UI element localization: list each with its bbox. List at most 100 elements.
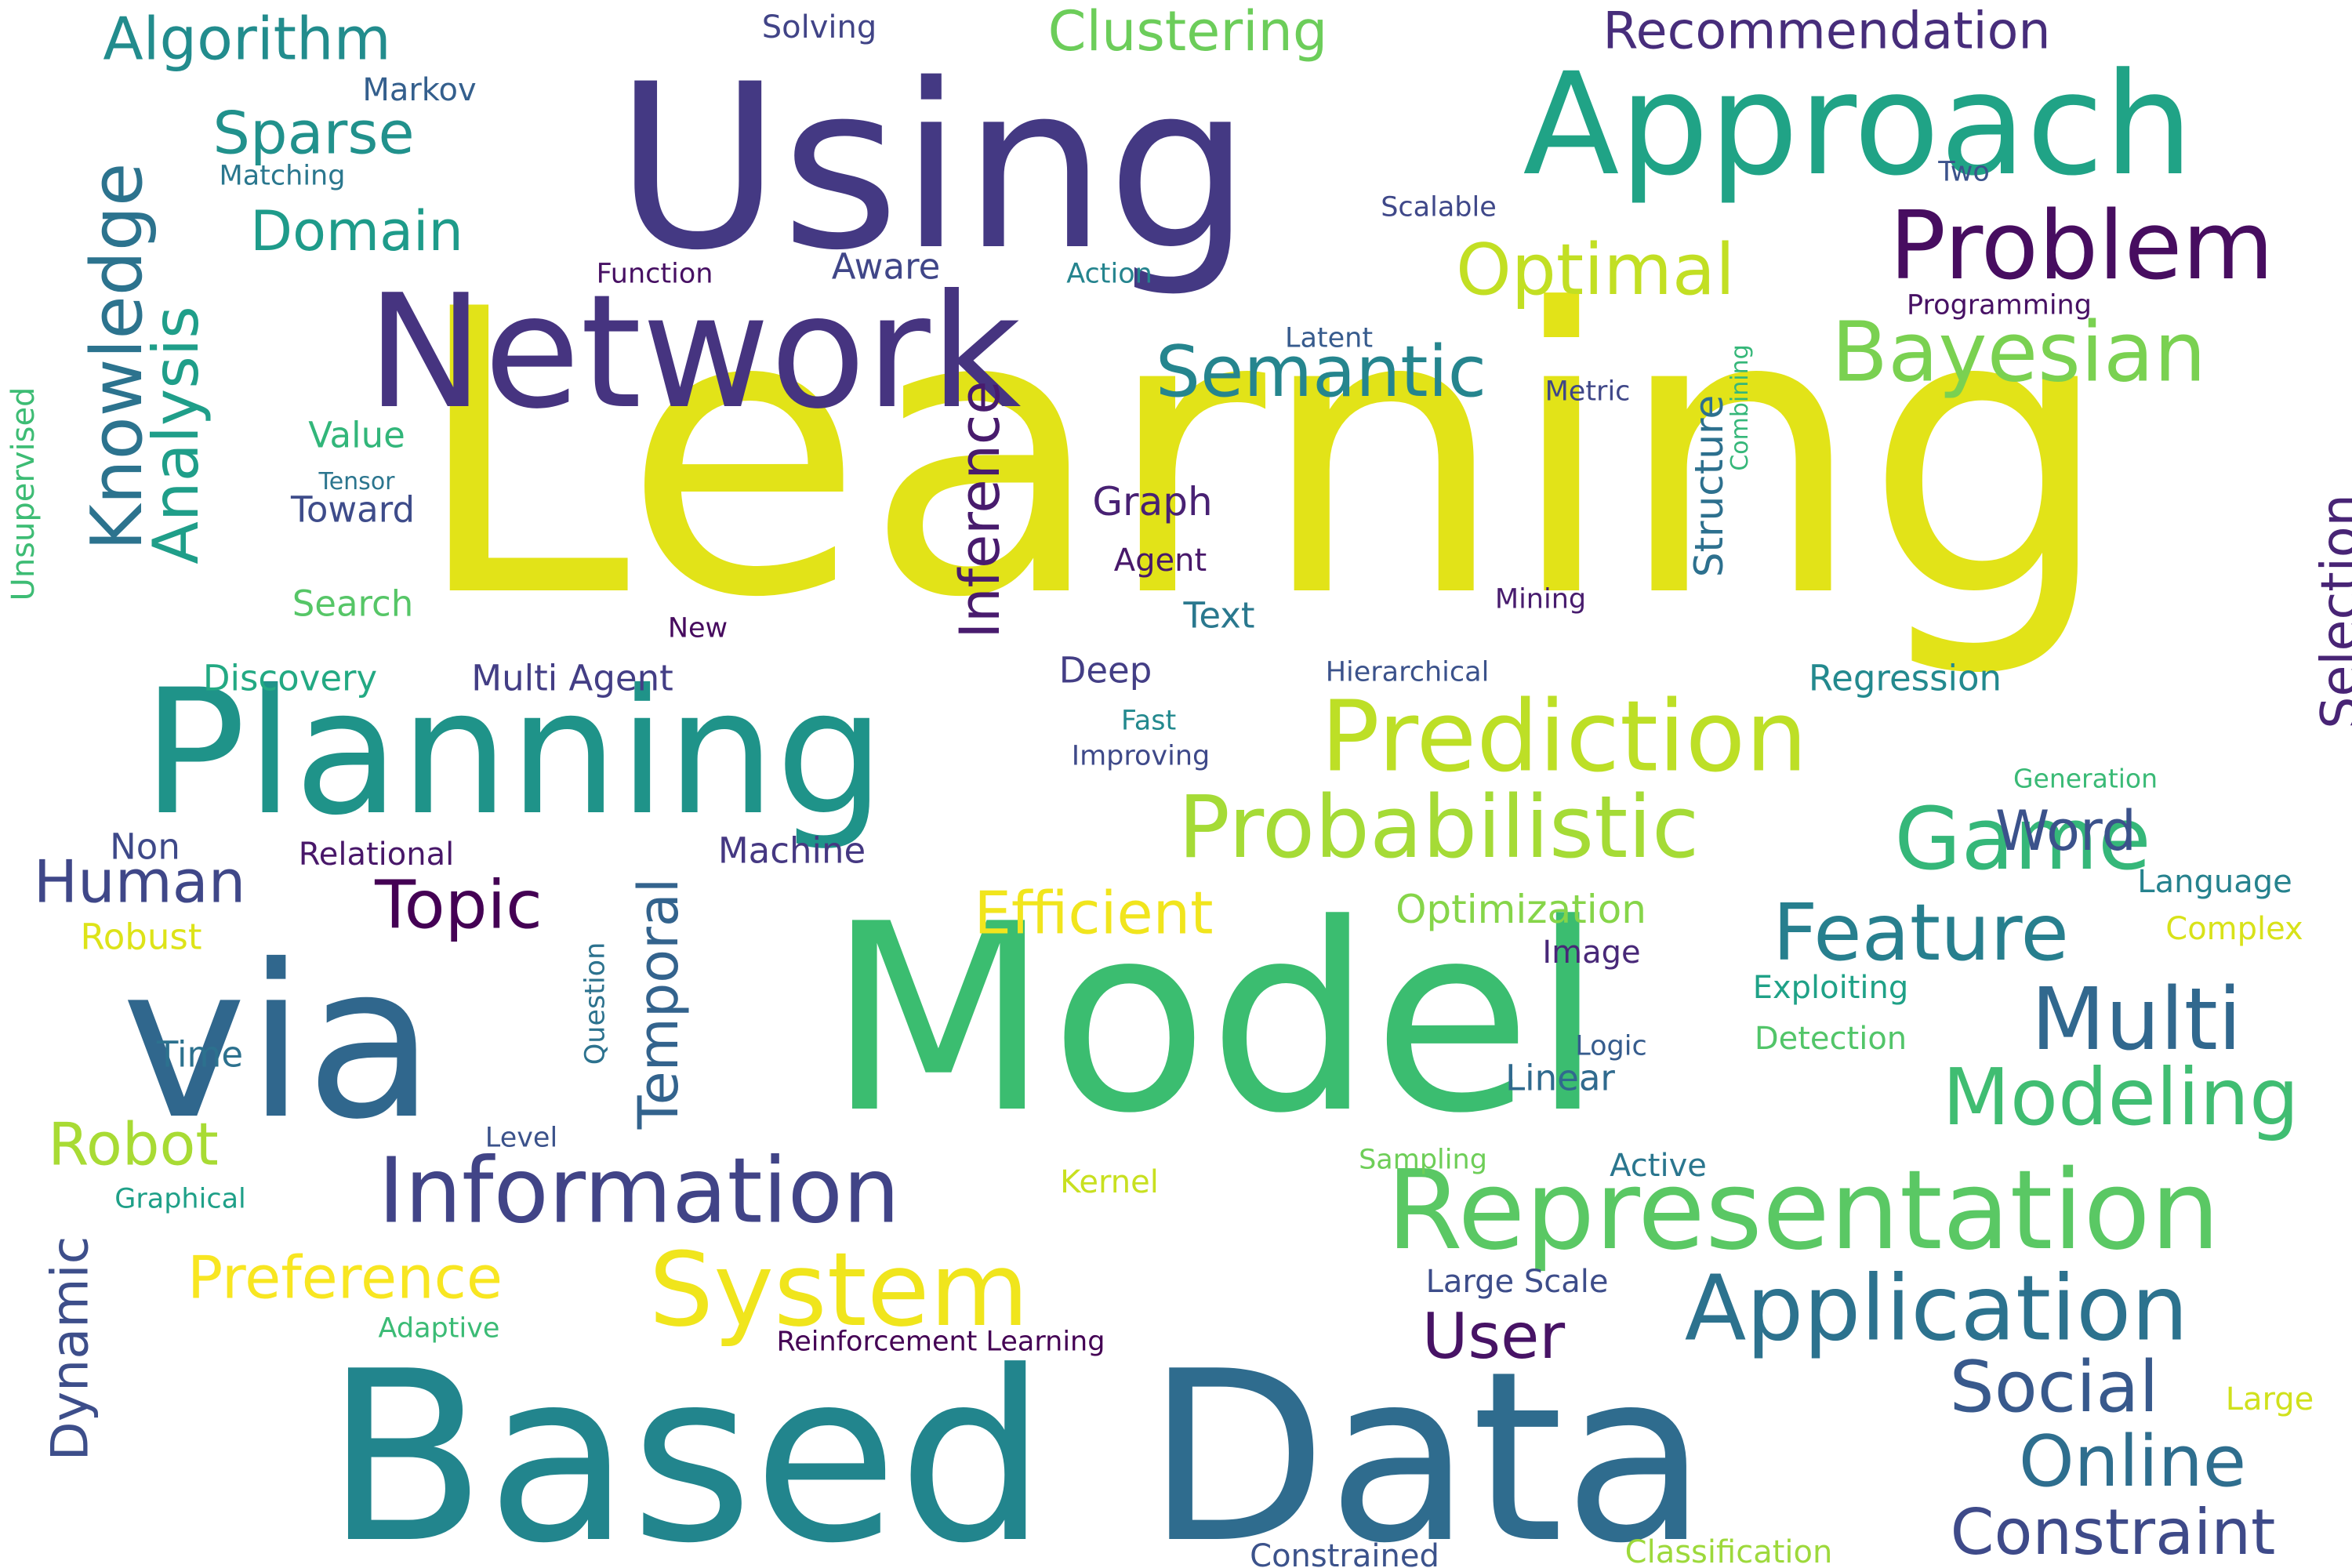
- word-linear: Linear: [1505, 1057, 1615, 1099]
- word-exploiting: Exploiting: [1752, 970, 1909, 1006]
- word-semantic: Semantic: [1155, 331, 1487, 413]
- word-based: Based: [325, 1321, 1047, 1568]
- word-search: Search: [292, 583, 414, 625]
- word-robust: Robust: [80, 916, 202, 958]
- word-structure: Structure: [1686, 394, 1732, 578]
- word-data: Data: [1145, 1321, 1708, 1568]
- word-value: Value: [308, 414, 405, 456]
- word-kernel: Kernel: [1060, 1164, 1159, 1200]
- word-logic: Logic: [1575, 1030, 1647, 1062]
- word-fast: Fast: [1120, 705, 1177, 737]
- word-language: Language: [2137, 864, 2292, 900]
- word-sparse: Sparse: [212, 98, 415, 168]
- word-metric: Metric: [1544, 376, 1631, 408]
- word-optimal: Optimal: [1455, 229, 1736, 311]
- word-temporal: Temporal: [626, 877, 691, 1130]
- word-level: Level: [485, 1122, 558, 1154]
- word-model: Model: [826, 869, 1604, 1170]
- word-new: New: [667, 612, 728, 644]
- word-tensor: Tensor: [318, 468, 395, 495]
- word-graph: Graph: [1092, 479, 1213, 524]
- word-sampling: Sampling: [1359, 1144, 1487, 1176]
- word-detection: Detection: [1754, 1021, 1907, 1057]
- word-two: Two: [1938, 156, 1990, 188]
- word-question: Question: [579, 942, 612, 1065]
- word-time: Time: [156, 1033, 244, 1076]
- word-using: Using: [615, 36, 1251, 300]
- word-mining: Mining: [1494, 583, 1587, 615]
- word-feature: Feature: [1773, 887, 2069, 978]
- word-programming: Programming: [1907, 289, 2092, 321]
- word-social: Social: [1949, 1346, 2159, 1428]
- word-optimization: Optimization: [1396, 887, 1646, 932]
- word-online: Online: [2018, 1421, 2247, 1503]
- word-large: Large: [2225, 1381, 2314, 1417]
- word-efficient: Efficient: [974, 878, 1214, 948]
- word-system: System: [648, 1230, 1029, 1349]
- word-improving: Improving: [1071, 740, 1210, 772]
- word-function: Function: [596, 258, 713, 290]
- word-scalable: Scalable: [1381, 191, 1497, 223]
- word-markov: Markov: [362, 72, 477, 108]
- word-selection: Selection: [2310, 494, 2352, 729]
- word-non: Non: [110, 826, 180, 868]
- word-preference: Preference: [187, 1243, 503, 1312]
- word-complex: Complex: [2165, 911, 2303, 947]
- word-constrained: Constrained: [1250, 1538, 1439, 1568]
- word-adaptive: Adaptive: [378, 1312, 500, 1345]
- word-regression: Regression: [1808, 657, 2002, 699]
- word-reinforcement-learning: Reinforcement Learning: [776, 1326, 1105, 1358]
- word-game: Game: [1894, 789, 2151, 889]
- word-agent: Agent: [1113, 543, 1207, 579]
- word-solving: Solving: [761, 9, 877, 45]
- word-generation: Generation: [2013, 763, 2158, 794]
- word-network: Network: [366, 261, 1022, 444]
- word-via: via: [121, 919, 436, 1166]
- word-problem: Problem: [1889, 192, 2274, 301]
- word-unsupervised: Unsupervised: [5, 387, 42, 601]
- word-large-scale: Large Scale: [1425, 1264, 1609, 1300]
- word-information: Information: [378, 1138, 900, 1244]
- word-active: Active: [1610, 1148, 1707, 1184]
- word-multi-agent: Multi Agent: [471, 657, 673, 699]
- word-matching: Matching: [219, 160, 346, 192]
- word-modeling: Modeling: [1942, 1051, 2299, 1143]
- word-combining: Combining: [1726, 344, 1754, 471]
- word-hierarchical: Hierarchical: [1325, 656, 1490, 688]
- word-action: Action: [1066, 258, 1152, 290]
- word-word: Word: [1995, 799, 2136, 863]
- word-topic: Topic: [375, 866, 543, 945]
- word-deep: Deep: [1058, 649, 1152, 691]
- word-constraint: Constraint: [1950, 1496, 2276, 1568]
- word-multi: Multi: [2031, 969, 2242, 1069]
- word-discovery: Discovery: [202, 657, 378, 699]
- word-relational: Relational: [298, 837, 455, 873]
- word-aware: Aware: [831, 245, 941, 288]
- word-latent: Latent: [1284, 322, 1374, 354]
- word-image: Image: [1542, 935, 1641, 971]
- word-approach: Approach: [1523, 43, 2194, 207]
- word-toward: Toward: [290, 488, 416, 531]
- word-inference: Inference: [948, 380, 1012, 639]
- word-clustering: Clustering: [1047, 0, 1328, 64]
- word-user: User: [1421, 1300, 1566, 1373]
- word-graphical: Graphical: [114, 1183, 246, 1215]
- word-algorithm: Algorithm: [103, 4, 391, 74]
- word-analysis: Analysis: [140, 306, 212, 564]
- word-machine: Machine: [717, 829, 866, 872]
- word-bayesian: Bayesian: [1831, 304, 2206, 401]
- word-dynamic: Dynamic: [41, 1236, 100, 1461]
- word-probabilistic: Probabilistic: [1178, 777, 1700, 877]
- word-representation: Representation: [1386, 1147, 2220, 1275]
- word-application: Application: [1684, 1256, 2189, 1362]
- word-learning: Learning: [411, 227, 2114, 683]
- word-prediction: Prediction: [1320, 680, 1808, 794]
- word-recommendation: Recommendation: [1602, 2, 2051, 61]
- word-domain: Domain: [250, 199, 463, 263]
- word-planning: Planning: [142, 652, 885, 853]
- word-classification: Classification: [1624, 1534, 1833, 1568]
- word-human: Human: [33, 847, 246, 916]
- word-text: Text: [1183, 594, 1255, 637]
- word-robot: Robot: [48, 1109, 219, 1179]
